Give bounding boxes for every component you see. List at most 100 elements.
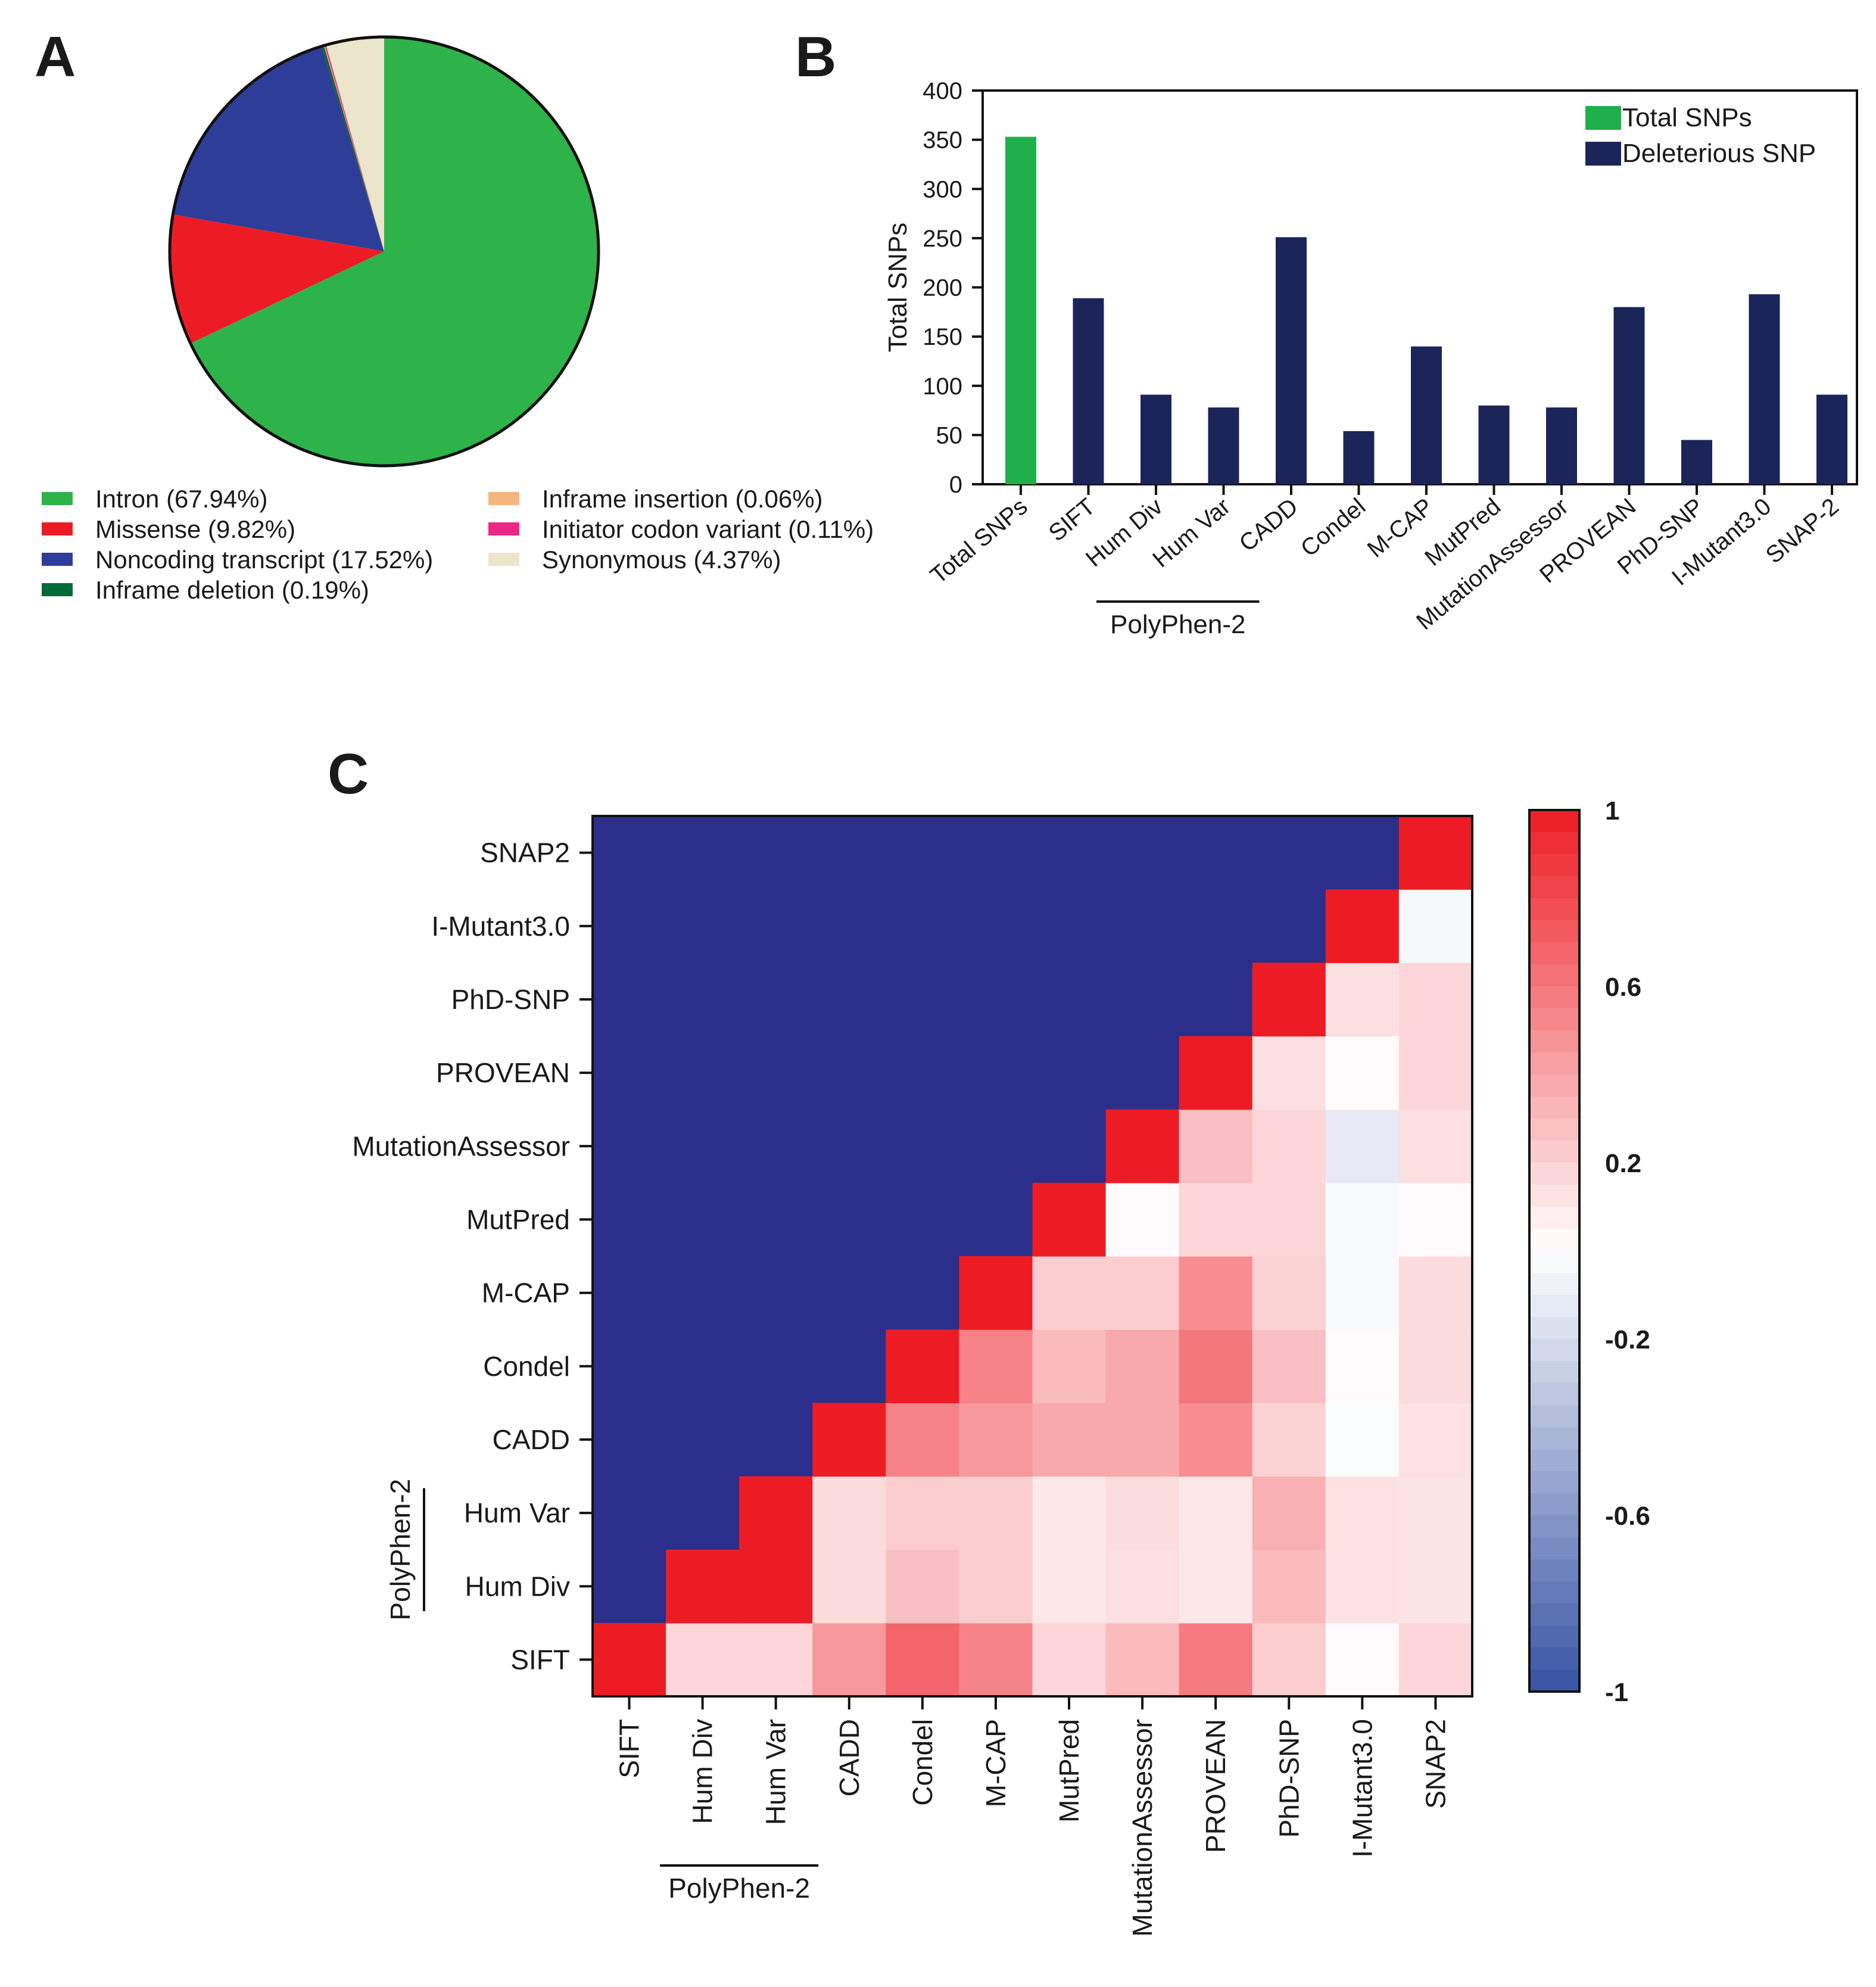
- colorbar-step: [1529, 1449, 1579, 1472]
- heatmap-cell: [812, 1549, 886, 1624]
- colorbar-step: [1529, 1361, 1579, 1384]
- colorbar-tick-label: 1: [1605, 796, 1619, 826]
- bar: [1613, 307, 1645, 484]
- legend-label: Intron (67.94%): [95, 485, 268, 513]
- heatmap-frame: [591, 815, 1473, 1698]
- colorbar-step: [1529, 1185, 1579, 1207]
- heatmap-cell: [1252, 1622, 1326, 1697]
- heatmap-cell: [1179, 1036, 1253, 1110]
- colorbar-tick-label: 0.6: [1605, 973, 1641, 1002]
- x-tick-label: Condel: [1296, 493, 1370, 562]
- legend-label: Synonymous (4.37%): [542, 546, 781, 574]
- colorbar-tick-label: -0.6: [1605, 1502, 1650, 1531]
- y-tick-label: PhD-SNP: [451, 984, 570, 1015]
- heatmap-cell: [1105, 1549, 1180, 1624]
- colorbar-step: [1529, 964, 1579, 987]
- legend-swatch: [42, 522, 73, 535]
- heatmap-cell: [886, 1403, 960, 1477]
- y-tick-label: I-Mutant3.0: [431, 911, 570, 942]
- x-tick-label: MutPred: [1054, 1719, 1085, 1823]
- heatmap-cell: [1325, 963, 1400, 1037]
- heatmap-cell: [1325, 889, 1400, 963]
- heatmap-cell: [959, 1622, 1033, 1697]
- colorbar-step: [1529, 1052, 1579, 1075]
- legend-swatch: [488, 522, 519, 535]
- colorbar-step: [1529, 1295, 1579, 1318]
- heatmap-cell: [1105, 1622, 1180, 1697]
- heatmap-cell: [1325, 1622, 1400, 1697]
- heatmap-cell: [1032, 1182, 1107, 1257]
- heatmap-cell: [812, 1622, 886, 1697]
- panel-letter-a: A: [35, 25, 76, 89]
- colorbar-step: [1529, 986, 1579, 1009]
- colorbar-step: [1529, 1119, 1579, 1141]
- y-axis-title: Total SNPs: [883, 223, 912, 353]
- colorbar: 1 0.6 0.2 -0.2 -0.6 -1: [1528, 796, 1650, 1707]
- colorbar-step: [1529, 1229, 1579, 1251]
- y-tick-label: Hum Div: [465, 1571, 570, 1602]
- group-label-bottom: PolyPhen-2: [668, 1873, 810, 1904]
- heatmap-cell: [1105, 1476, 1180, 1550]
- heatmap-cell: [1179, 1549, 1253, 1624]
- y-tick-label: SIFT: [510, 1644, 570, 1675]
- heatmap-cell: [1179, 1182, 1253, 1257]
- colorbar-step: [1529, 1008, 1579, 1031]
- y-tick-label: M-CAP: [482, 1278, 570, 1309]
- heatmap-cell: [1252, 1036, 1326, 1110]
- heatmap-cell: [1398, 1476, 1473, 1550]
- y-tick-label: MutationAssessor: [352, 1130, 570, 1161]
- heatmap-cell: [886, 1622, 960, 1697]
- heatmap-cell: [1252, 1549, 1326, 1624]
- bar: [1343, 431, 1375, 484]
- heatmap-cell: [1105, 1182, 1180, 1257]
- colorbar-step: [1529, 1625, 1579, 1648]
- colorbar-tick-label: -0.2: [1605, 1325, 1650, 1354]
- x-tick-label: SIFT: [1044, 493, 1101, 546]
- colorbar-step: [1529, 1670, 1579, 1692]
- colorbar-step: [1529, 1207, 1579, 1229]
- bar: [1478, 405, 1510, 484]
- colorbar-step: [1529, 810, 1579, 833]
- bar: [1276, 237, 1307, 484]
- heatmap-cell: [1398, 1329, 1473, 1403]
- heatmap-cell: [1325, 1549, 1400, 1624]
- heatmap-cell: [1252, 1182, 1326, 1257]
- colorbar-step: [1529, 1030, 1579, 1053]
- heatmap-cell: [593, 1622, 666, 1697]
- bar: [1140, 394, 1171, 484]
- x-tick-label: MutationAssessor: [1127, 1719, 1158, 1937]
- y-tick-label: 250: [923, 226, 962, 252]
- heatmap-cell: [886, 1549, 960, 1624]
- heatmap-cell: [1398, 1109, 1473, 1184]
- y-tick-label: MutPred: [466, 1204, 570, 1235]
- colorbar-step: [1529, 1383, 1579, 1406]
- x-tick-label: Total SNPs: [925, 493, 1033, 589]
- bar: [1816, 394, 1847, 484]
- colorbar-step: [1529, 1273, 1579, 1295]
- legend-swatch: [42, 492, 73, 505]
- heatmap-cell: [1032, 1476, 1107, 1550]
- heatmap-cell: [1398, 1256, 1473, 1330]
- colorbar-step: [1529, 1537, 1579, 1560]
- y-tick-label: 200: [923, 275, 962, 301]
- legend-swatch: [488, 553, 519, 566]
- pie-outline: [168, 35, 600, 468]
- x-tick-label: SNAP2: [1420, 1719, 1451, 1809]
- heatmap-cell: [1398, 1622, 1473, 1697]
- heatmap-cell: [1325, 1476, 1400, 1550]
- pie-slice: [326, 37, 384, 251]
- colorbar-step: [1529, 1405, 1579, 1428]
- x-tick-label: Hum Div: [687, 1719, 718, 1824]
- x-tick-label: PhD-SNP: [1273, 1719, 1304, 1837]
- pie-slice: [190, 37, 599, 466]
- panel-letter-b: B: [795, 25, 836, 89]
- heatmap-cell: [1252, 1109, 1326, 1184]
- heatmap-cell: [1032, 1549, 1107, 1624]
- colorbar-step: [1529, 1471, 1579, 1494]
- heatmap-cell: [812, 1403, 886, 1477]
- heatmap-cell: [1105, 1403, 1180, 1477]
- x-tick-label: CADD: [834, 1719, 865, 1796]
- correlation-heatmap: SIFT SIFT Hum Div Hum Div Hum Var Hum Var CADD…: [352, 815, 1473, 1937]
- y-tick-label: 150: [923, 324, 962, 350]
